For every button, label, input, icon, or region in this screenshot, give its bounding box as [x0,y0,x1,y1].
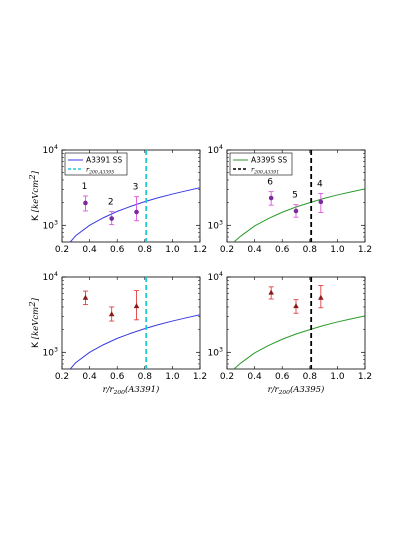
bottom-right-xtick-label: 1.2 [358,372,372,382]
bottom-left-xtick-label: 0.2 [55,372,69,382]
top-left-data-point [134,209,139,215]
top-right-legend-label: r200,A3391​ [251,166,279,176]
top-right-data-point [318,199,324,205]
bottom-left-data-point [82,294,89,300]
top-left-data-point [83,200,88,206]
bottom-right-xlabel: r/r200​(A3395) [268,384,325,396]
bottom-left-xtick-label: 0.6 [110,372,125,382]
bottom-left-ytick-label: 104​ [43,271,58,283]
bottom-left-model-curve [69,314,200,369]
top-right-xtick-label: 1.2 [358,245,372,255]
bottom-right-ytick-label: 103​ [208,346,223,358]
bottom-right-xtick-label: 0.8 [303,372,318,382]
top-left-ylabel: K [keVcm2] [28,170,41,221]
bottom-left-ytick-label: 103​ [43,346,58,358]
top-right-xtick-label: 1.0 [330,245,345,255]
top-right-frame [226,149,366,243]
top-left-legend-label: r200,A3395​ [86,166,114,176]
top-left-legend-label: A3391 SS [86,156,122,165]
bottom-left-frame [61,276,201,370]
top-right-xtick-label: 0.2 [220,245,234,255]
top-right-data-point [268,195,274,201]
top-right-point-label: 4 [317,179,323,189]
top-right-xtick-label: 0.8 [303,245,318,255]
top-left-ytick-label: 103​ [43,219,58,231]
top-left-xtick-label: 0.8 [138,245,153,255]
top-left-xtick-label: 1.0 [165,245,180,255]
top-right-legend-label: A3395 SS [251,156,287,165]
bottom-right-data-point [318,294,324,300]
bottom-right-xtick-label: 0.6 [275,372,290,382]
bottom-right-xtick-label: 1.0 [330,372,345,382]
top-left-ylabel-text: K [keVcm2] [28,170,41,221]
bottom-left-xtick-label: 0.8 [138,372,153,382]
bottom-right-xtick-label: 0.4 [247,372,262,382]
bottom-left-xlabel: r/r200​(A3391) [103,384,160,396]
bottom-right-ytick-label: 104​ [208,271,223,283]
bottom-right-data-point [268,289,274,295]
top-right-point-label: 6 [267,178,273,188]
bottom-right-model-curve [233,315,365,369]
bottom-left-data-point [133,303,140,309]
top-left-model-curve [69,187,200,242]
top-left-ytick-label: 104​ [43,144,58,156]
top-right-xtick-label: 0.4 [247,245,262,255]
top-left-frame [61,149,201,243]
top-left-xtick-label: 0.2 [55,245,69,255]
bottom-left-xtick-label: 0.4 [82,372,97,382]
bottom-left-ylabel-text: K [keVcm2] [28,297,41,348]
bottom-right-frame [226,276,366,370]
top-right-data-point [293,208,299,214]
top-left-xtick-label: 0.6 [110,245,125,255]
top-left-point-label: 2 [108,198,114,208]
top-right-xtick-label: 0.6 [275,245,290,255]
top-left-point-label: 3 [133,183,139,193]
top-left-data-point [109,216,114,221]
top-right-model-curve [233,188,365,242]
top-right-point-label: 5 [292,191,298,201]
bottom-left-xtick-label: 1.2 [193,372,207,382]
top-left-xtick-label: 1.2 [193,245,207,255]
top-left-xtick-label: 0.4 [82,245,97,255]
bottom-right-data-point [293,303,299,309]
bottom-left-xtick-label: 1.0 [165,372,180,382]
bottom-left-ylabel: K [keVcm2] [28,297,41,348]
top-right-ytick-label: 103​ [208,219,223,231]
bottom-right-xtick-label: 0.2 [220,372,234,382]
top-right-ytick-label: 104​ [208,144,223,156]
bottom-left-data-point [108,311,115,317]
top-left-point-label: 1 [82,182,88,192]
